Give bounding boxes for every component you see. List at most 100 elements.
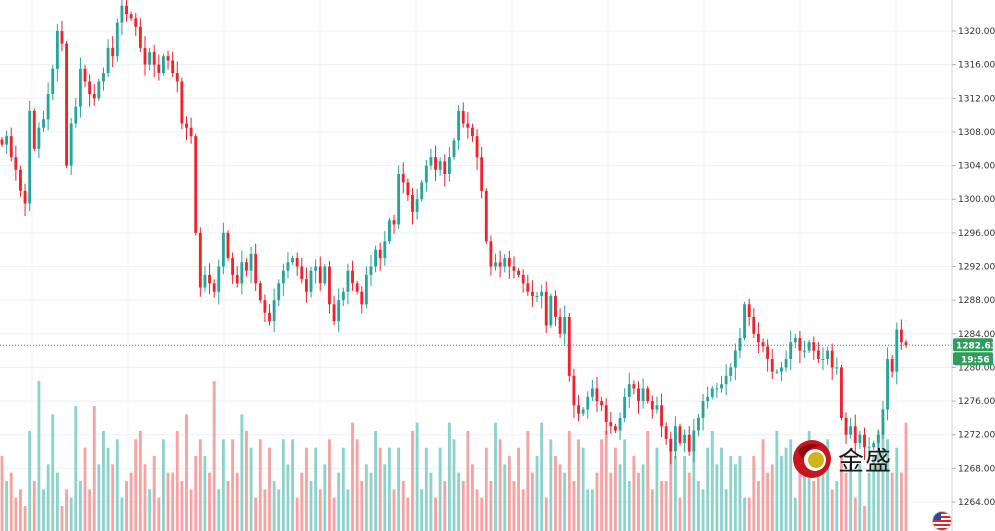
candle-body bbox=[166, 56, 170, 61]
volume-bar bbox=[392, 489, 396, 531]
volume-bar bbox=[641, 464, 645, 531]
candle-body bbox=[185, 123, 188, 128]
candle-body bbox=[19, 169, 22, 191]
volume-bar bbox=[600, 439, 604, 531]
candle-body bbox=[51, 68, 55, 95]
candle-body bbox=[208, 274, 211, 284]
candle-body bbox=[554, 295, 557, 317]
volume-bar bbox=[212, 381, 216, 531]
candle-body bbox=[489, 241, 493, 267]
candle-body bbox=[724, 375, 728, 385]
volume-bar bbox=[733, 464, 737, 531]
us-flag-icon[interactable] bbox=[932, 511, 952, 531]
candle-body bbox=[309, 270, 313, 292]
volume-bar bbox=[300, 472, 304, 531]
candle-body bbox=[461, 110, 465, 124]
volume-bar bbox=[286, 464, 290, 531]
volume-bar bbox=[46, 464, 50, 531]
last-price-badge: 1282.63 19:56 bbox=[953, 338, 995, 366]
volume-bar bbox=[369, 472, 373, 531]
candle-body bbox=[849, 426, 853, 435]
candle-body bbox=[438, 161, 442, 170]
volume-bar bbox=[687, 472, 691, 531]
candle-body bbox=[618, 417, 622, 431]
candle-body bbox=[498, 262, 502, 267]
volume-bar bbox=[198, 439, 202, 531]
volume-bar bbox=[208, 472, 211, 531]
candle-body bbox=[231, 258, 235, 275]
volume-bar bbox=[277, 489, 281, 531]
candle-body bbox=[710, 388, 714, 397]
candle-body bbox=[669, 438, 673, 452]
candle-body bbox=[581, 409, 585, 414]
volume-bar bbox=[129, 472, 133, 531]
volume-bar bbox=[890, 472, 894, 531]
volume-bar bbox=[323, 464, 327, 531]
candle-body bbox=[69, 123, 73, 166]
volume-bar bbox=[175, 431, 179, 531]
candle-body bbox=[494, 262, 497, 267]
price-axis[interactable]: 1320.00 1316.00 1312.00 1308.00 1304.00 1300.… bbox=[952, 27, 995, 508]
candle-body bbox=[420, 182, 424, 200]
candle-body bbox=[434, 157, 437, 170]
volume-bar bbox=[618, 464, 622, 531]
volume-bar bbox=[295, 497, 299, 531]
volume-bar bbox=[37, 381, 41, 531]
volume-bar bbox=[328, 439, 331, 531]
candle-body bbox=[544, 291, 548, 326]
y-tick-label: 1296.00 bbox=[958, 229, 995, 239]
volume-bar bbox=[83, 447, 87, 531]
candle-body bbox=[600, 401, 604, 406]
candle-body bbox=[789, 342, 793, 360]
candle-body bbox=[355, 283, 359, 292]
candle-body bbox=[803, 350, 806, 352]
candle-body bbox=[549, 295, 553, 326]
candle-body bbox=[899, 329, 903, 343]
volume-bars bbox=[0, 381, 908, 531]
volume-bar bbox=[434, 497, 437, 531]
volume-bar bbox=[452, 439, 456, 531]
volume-bar bbox=[512, 481, 516, 531]
volume-bar bbox=[743, 497, 747, 531]
volume-bar bbox=[475, 489, 479, 531]
candle-body bbox=[217, 266, 221, 292]
candle-body bbox=[254, 253, 258, 284]
candle-body bbox=[392, 220, 396, 225]
volume-bar bbox=[134, 439, 138, 531]
volume-bar bbox=[263, 489, 267, 531]
volume-bar bbox=[221, 439, 225, 531]
volume-bar bbox=[429, 472, 433, 531]
candle-body bbox=[540, 291, 544, 296]
candle-body bbox=[138, 26, 142, 48]
candle-body bbox=[406, 182, 410, 196]
volume-bar bbox=[678, 497, 682, 531]
volume-bar bbox=[258, 439, 262, 531]
candle-body bbox=[65, 43, 69, 166]
volume-bar bbox=[793, 497, 797, 531]
candle-body bbox=[291, 258, 295, 263]
volume-bar bbox=[789, 439, 793, 531]
candle-body bbox=[798, 337, 802, 351]
volume-bar bbox=[378, 447, 382, 531]
candle-body bbox=[74, 106, 78, 124]
candle-body bbox=[424, 165, 428, 183]
volume-bar bbox=[23, 506, 27, 531]
candle-body bbox=[332, 304, 336, 322]
volume-bar bbox=[803, 472, 806, 531]
candle-body bbox=[351, 270, 354, 284]
volume-bar bbox=[540, 422, 544, 531]
volume-bar bbox=[291, 439, 295, 531]
candle-body bbox=[125, 5, 128, 15]
candle-body bbox=[826, 350, 830, 360]
volume-bar bbox=[194, 456, 198, 531]
volume-bar bbox=[798, 464, 802, 531]
volume-bar bbox=[549, 439, 553, 531]
volume-bar bbox=[461, 481, 465, 531]
candle-body bbox=[743, 304, 747, 338]
volume-bar bbox=[42, 489, 45, 531]
candle-body bbox=[295, 258, 299, 267]
volume-bar bbox=[0, 456, 4, 531]
candle-body bbox=[152, 52, 156, 65]
